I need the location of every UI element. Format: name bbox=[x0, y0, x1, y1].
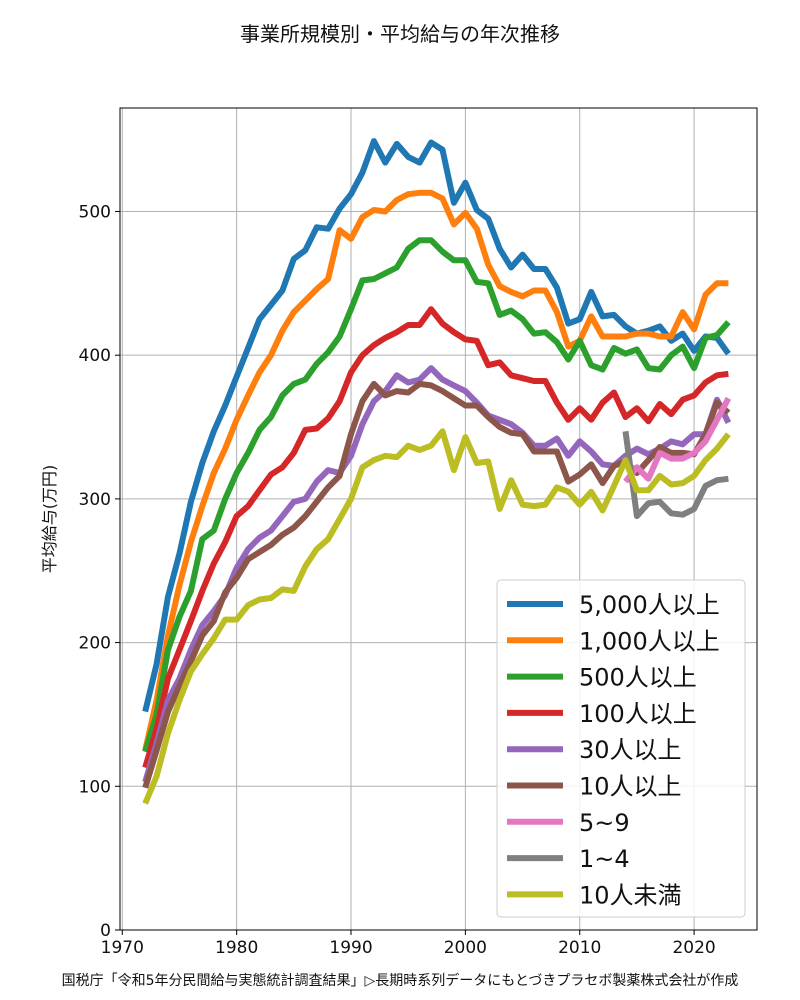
legend-label: 1~4 bbox=[579, 845, 630, 873]
series-line-8 bbox=[142, 428, 731, 805]
chart-title: 事業所規模別・平均給与の年次推移 bbox=[240, 22, 560, 46]
y-tick-label: 100 bbox=[79, 777, 111, 797]
x-tick-label: 2000 bbox=[444, 938, 487, 958]
y-tick-label: 0 bbox=[100, 921, 111, 941]
legend-label: 10人以上 bbox=[579, 773, 682, 801]
legend-label: 5,000人以上 bbox=[579, 591, 720, 619]
x-tick-label: 2010 bbox=[558, 938, 601, 958]
y-tick-label: 400 bbox=[79, 346, 111, 366]
series-line-7 bbox=[622, 430, 729, 520]
y-tick-label: 300 bbox=[79, 490, 111, 510]
legend-label: 1,000人以上 bbox=[579, 627, 720, 655]
series-line-1 bbox=[142, 189, 729, 752]
x-tick-label: 1980 bbox=[215, 938, 258, 958]
legend-label: 5~9 bbox=[579, 809, 630, 837]
legend-label: 100人以上 bbox=[579, 700, 697, 728]
y-axis-label: 平均給与(万円) bbox=[40, 465, 59, 574]
plot-frame bbox=[119, 107, 758, 931]
x-tick-label: 1970 bbox=[101, 938, 144, 958]
x-tick-label: 1990 bbox=[329, 938, 372, 958]
legend-label: 10人未満 bbox=[579, 881, 682, 909]
x-tick-label: 2020 bbox=[672, 938, 715, 958]
legend-label: 500人以上 bbox=[579, 664, 697, 692]
series-line-3 bbox=[142, 306, 729, 769]
series-line-0 bbox=[142, 138, 731, 713]
y-tick-label: 200 bbox=[79, 634, 111, 654]
series-line-2 bbox=[142, 237, 731, 753]
series-line-6 bbox=[623, 396, 732, 484]
y-tick-label: 500 bbox=[79, 202, 111, 222]
legend-box bbox=[496, 579, 746, 918]
legend-label: 30人以上 bbox=[579, 736, 682, 764]
source-note: 国税庁「令和5年分民間給与実態統計調査結果」▷長期時系列データにもとづきプラセボ… bbox=[61, 973, 739, 989]
